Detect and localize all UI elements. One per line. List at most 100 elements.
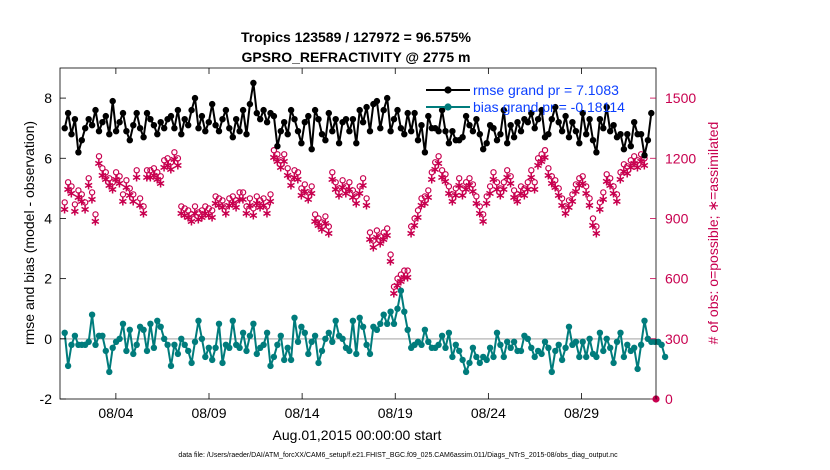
rmse-point xyxy=(239,106,247,114)
bias-point xyxy=(178,335,185,342)
obs-possible-point xyxy=(486,183,494,190)
rmse-point xyxy=(236,128,243,135)
rmse-point xyxy=(569,119,576,126)
obs-assimilated-point: ∗ xyxy=(220,206,231,221)
obs-possible-point xyxy=(250,205,257,212)
rmse-point xyxy=(500,106,507,114)
obs-assimilated-point: ∗ xyxy=(227,196,238,211)
obs-assimilated-point: ∗ xyxy=(540,150,551,165)
obs-assimilated-point: ∗ xyxy=(238,192,249,207)
obs-possible-point xyxy=(123,177,130,184)
obs-possible-point xyxy=(514,191,521,198)
rmse-point xyxy=(538,106,545,114)
obs-possible-point xyxy=(610,183,617,190)
obs-assimilated-point: ∗ xyxy=(76,194,87,209)
rmse-point xyxy=(534,116,542,123)
bias-point xyxy=(154,317,161,324)
obs-possible-point xyxy=(246,195,254,202)
obs-possible-point xyxy=(267,191,274,198)
obs-assimilated-point: ∗ xyxy=(289,170,300,185)
obs-assimilated-point: ∗ xyxy=(426,172,437,187)
obs-assimilated-point: ∗ xyxy=(69,204,80,219)
obs-possible-point xyxy=(373,227,381,234)
bias-point xyxy=(71,332,79,339)
obs-assimilated-point: ∗ xyxy=(358,178,369,193)
rmse-point xyxy=(287,106,295,114)
rmse-point xyxy=(222,106,230,114)
rmse-point xyxy=(497,131,504,138)
obs-possible-point xyxy=(294,169,302,176)
obs-possible-point xyxy=(408,223,415,230)
obs-assimilated-point: ∗ xyxy=(275,160,286,175)
obs-possible-point xyxy=(222,203,230,210)
rmse-point xyxy=(263,119,271,126)
bias-point xyxy=(500,353,507,361)
rmse-point xyxy=(353,140,360,147)
obs-assimilated-point: ∗ xyxy=(560,206,571,221)
rmse-point xyxy=(229,134,236,141)
obs-possible-point xyxy=(229,193,236,200)
obs-assimilated-point: ∗ xyxy=(341,186,352,201)
rmse-point xyxy=(493,137,501,144)
chart-title-line2: GPSRO_REFRACTIVITY @ 2775 m xyxy=(242,49,471,65)
rmse-point xyxy=(298,140,305,147)
legend-rmse-marker xyxy=(444,86,452,94)
rmse-point xyxy=(469,128,477,135)
obs-assimilated-point: ∗ xyxy=(241,206,252,221)
obs-assimilated-point: ∗ xyxy=(570,184,581,199)
bias-point xyxy=(390,320,398,327)
obs-possible-point xyxy=(136,195,144,202)
obs-assimilated-point: ∗ xyxy=(378,233,389,248)
obs-assimilated-point: ∗ xyxy=(272,154,283,169)
rmse-point xyxy=(71,116,79,123)
rmse-point xyxy=(250,79,257,87)
rmse-point xyxy=(109,97,116,105)
obs-assimilated-point: ∗ xyxy=(430,162,441,177)
obs-assimilated-point: ∗ xyxy=(622,166,633,181)
x-tick-label: 08/29 xyxy=(564,405,599,421)
obs-possible-point xyxy=(432,159,439,166)
rmse-point xyxy=(624,131,631,138)
obs-assimilated-point: ∗ xyxy=(317,223,328,238)
bias-point xyxy=(404,326,411,333)
rmse-point xyxy=(106,131,113,138)
bias-point xyxy=(641,317,648,324)
obs-assimilated-point: ∗ xyxy=(142,170,153,185)
rmse-point xyxy=(552,103,559,111)
x-axis-label: Aug.01,2015 00:00:00 start xyxy=(273,427,442,443)
obs-assimilated-point: ∗ xyxy=(330,182,341,197)
bias-point xyxy=(397,287,405,294)
obs-possible-point xyxy=(311,211,319,218)
bias-point xyxy=(311,332,319,339)
bias-point xyxy=(329,338,336,345)
bias-point xyxy=(466,359,473,367)
obs-possible-point xyxy=(562,203,569,210)
rmse-point xyxy=(459,134,466,141)
obs-possible-point xyxy=(356,183,363,190)
chart-title-line1: Tropics 123589 / 127972 = 96.575% xyxy=(241,29,472,45)
obs-assimilated-point: ∗ xyxy=(152,172,163,187)
bias-series xyxy=(61,287,669,376)
legend-bias-label: bias grand pr = -0.18114 xyxy=(473,99,625,115)
bias-point xyxy=(185,347,192,355)
rmse-point xyxy=(181,116,188,123)
bias-point xyxy=(617,329,624,336)
legend-rmse-label: rmse grand pr = 7.1083 xyxy=(473,82,619,98)
obs-possible-point xyxy=(198,207,206,214)
obs-assimilated-point: ∗ xyxy=(382,229,393,244)
rmse-point xyxy=(373,97,381,105)
obs-possible-point xyxy=(411,215,418,222)
obs-assimilated-point: ∗ xyxy=(546,176,557,191)
obs-possible-point xyxy=(315,215,322,222)
obs-assimilated-point: ∗ xyxy=(564,200,575,215)
bias-point xyxy=(531,353,538,361)
bias-point xyxy=(507,344,514,351)
obs-assimilated-point: ∗ xyxy=(121,180,132,195)
obs-possible-point xyxy=(500,179,507,186)
obs-possible-point xyxy=(359,175,367,182)
bias-point xyxy=(373,326,381,333)
bias-point xyxy=(596,329,604,336)
obs-assimilated-point: ∗ xyxy=(107,182,118,197)
rmse-point xyxy=(150,122,158,129)
rmse-point xyxy=(126,137,133,144)
